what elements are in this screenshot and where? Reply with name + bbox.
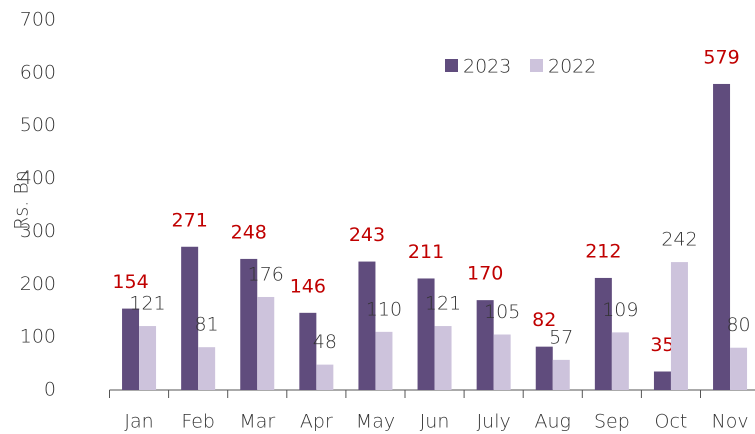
x-tick-label: Nov xyxy=(712,411,749,433)
bar xyxy=(670,262,688,390)
data-label: 35 xyxy=(650,334,674,356)
bar xyxy=(181,246,199,390)
data-label: 176 xyxy=(248,263,284,285)
y-tick-label: 200 xyxy=(20,273,56,295)
bar xyxy=(594,277,612,390)
bar xyxy=(653,371,671,390)
y-tick-label: 700 xyxy=(20,9,56,31)
x-tick-label: Mar xyxy=(239,411,275,433)
x-tick-label: Apr xyxy=(300,411,333,433)
y-axis-label: Rs. Bn xyxy=(11,170,33,230)
x-tick-label: Sep xyxy=(594,411,630,433)
data-label: 57 xyxy=(549,326,573,348)
data-label: 48 xyxy=(313,331,337,353)
data-label: 121 xyxy=(425,293,461,315)
data-label: 248 xyxy=(231,221,267,243)
legend-label: 2023 xyxy=(463,56,511,78)
x-tick-label: Feb xyxy=(181,411,215,433)
data-label: 105 xyxy=(484,301,520,323)
bar xyxy=(198,347,216,390)
y-tick-label: 300 xyxy=(20,220,56,242)
bar xyxy=(375,331,393,390)
y-tick-label: 0 xyxy=(44,379,56,401)
x-tick-label: May xyxy=(356,411,395,433)
bar xyxy=(552,359,570,390)
bar xyxy=(476,300,494,390)
legend-swatch xyxy=(445,59,458,72)
bar xyxy=(257,296,275,390)
bar xyxy=(434,326,452,390)
bar xyxy=(240,258,258,390)
data-label: 271 xyxy=(172,209,208,231)
y-tick-label: 400 xyxy=(20,167,56,189)
data-label: 579 xyxy=(703,46,739,68)
legend-swatch xyxy=(530,59,543,72)
data-label: 154 xyxy=(112,271,148,293)
data-label: 110 xyxy=(366,298,402,320)
bar xyxy=(139,326,157,390)
data-label: 170 xyxy=(467,263,503,285)
bar xyxy=(730,347,748,390)
x-tick-label: Jan xyxy=(124,411,153,433)
data-label: 242 xyxy=(661,229,697,251)
data-label: 81 xyxy=(195,314,219,336)
data-label: 109 xyxy=(602,299,638,321)
bar xyxy=(122,308,140,390)
data-label: 243 xyxy=(349,224,385,246)
data-label: 146 xyxy=(290,275,326,297)
bar xyxy=(611,332,629,390)
bar xyxy=(713,83,731,390)
data-label: 212 xyxy=(585,240,621,262)
legend-label: 2022 xyxy=(548,56,596,78)
y-tick-label: 600 xyxy=(20,61,56,83)
y-tick-label: 500 xyxy=(20,114,56,136)
x-tick-label: Aug xyxy=(535,411,571,433)
bar xyxy=(417,278,435,390)
data-label: 121 xyxy=(129,293,165,315)
bar xyxy=(493,334,511,390)
x-tick-label: July xyxy=(477,411,511,433)
data-label: 211 xyxy=(408,241,444,263)
y-tick-label: 100 xyxy=(20,326,56,348)
data-label: 82 xyxy=(532,309,556,331)
bar xyxy=(358,261,376,390)
bar xyxy=(299,312,317,390)
x-tick-label: Oct xyxy=(655,411,688,433)
bar xyxy=(535,346,553,390)
x-tick-label: Jun xyxy=(420,411,450,433)
data-label: 80 xyxy=(726,314,750,336)
bar xyxy=(316,364,334,390)
